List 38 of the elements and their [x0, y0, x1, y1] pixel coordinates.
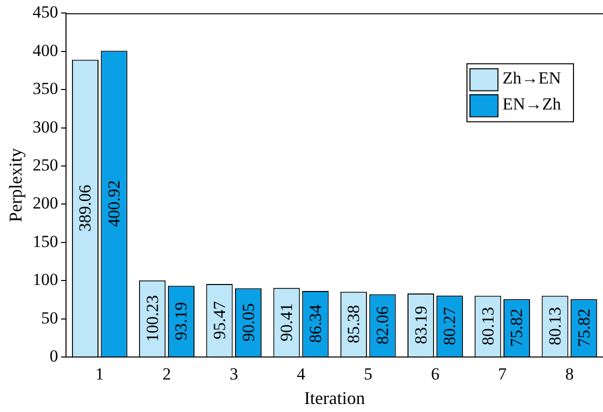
x-tick-label: 6 — [430, 364, 440, 384]
data-label: 85.38 — [344, 305, 364, 344]
data-label: 100.23 — [142, 295, 162, 342]
legend-label: EN→Zh — [502, 94, 562, 114]
y-axis-title: Perplexity — [6, 148, 26, 222]
y-tick-label: 0 — [50, 346, 58, 366]
data-label: 80.13 — [478, 307, 498, 346]
x-tick-label: 2 — [162, 364, 172, 384]
data-label: 400.92 — [104, 180, 124, 227]
legend-label: Zh→EN — [502, 68, 561, 88]
y-tick-label: 50 — [41, 308, 58, 328]
data-label: 90.05 — [238, 303, 258, 342]
x-tick-label: 8 — [565, 364, 574, 384]
data-label: 86.34 — [306, 304, 325, 343]
x-tick-label: 4 — [296, 364, 306, 384]
data-label: 83.19 — [411, 306, 430, 344]
data-label: 93.19 — [172, 302, 191, 340]
y-tick-label: 250 — [32, 155, 58, 174]
y-tick-label: 200 — [32, 194, 58, 213]
y-tick-label: 100 — [32, 270, 58, 290]
y-tick-label: 400 — [32, 40, 58, 60]
x-tick-label: 3 — [230, 364, 238, 384]
x-axis-title: Iteration — [304, 388, 366, 408]
data-label: 80.27 — [440, 306, 460, 346]
y-tick-label: 350 — [32, 79, 58, 98]
x-tick-label: 7 — [498, 364, 508, 384]
data-label: 95.47 — [210, 300, 229, 340]
data-label: 389.06 — [76, 184, 95, 232]
data-label: 80.13 — [545, 307, 564, 346]
data-label: 75.82 — [507, 308, 526, 347]
x-tick-label: 1 — [95, 364, 104, 384]
data-label: 75.82 — [574, 308, 594, 347]
y-tick-label: 300 — [32, 117, 58, 136]
y-tick-label: 150 — [32, 232, 58, 251]
x-tick-label: 5 — [364, 364, 372, 384]
data-label: 90.41 — [277, 303, 296, 342]
y-tick-label: 450 — [32, 2, 58, 22]
data-label: 82.06 — [373, 306, 392, 345]
